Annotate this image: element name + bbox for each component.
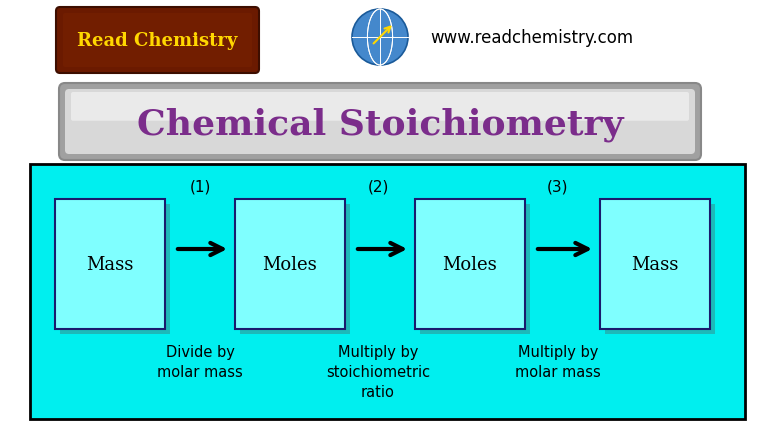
Text: (2): (2) bbox=[368, 180, 389, 194]
Bar bbox=[420, 205, 530, 334]
Bar bbox=[60, 205, 170, 334]
Text: Moles: Moles bbox=[443, 255, 498, 273]
Bar bbox=[30, 165, 745, 419]
Bar bbox=[600, 200, 710, 329]
FancyBboxPatch shape bbox=[59, 84, 701, 161]
FancyBboxPatch shape bbox=[65, 90, 695, 155]
FancyBboxPatch shape bbox=[63, 14, 252, 68]
Text: Read Chemistry: Read Chemistry bbox=[77, 32, 238, 50]
Bar bbox=[240, 205, 350, 334]
Bar bbox=[235, 200, 345, 329]
Text: Mass: Mass bbox=[632, 255, 679, 273]
Text: www.readchemistry.com: www.readchemistry.com bbox=[430, 29, 633, 47]
Text: Chemical Stoichiometry: Chemical Stoichiometry bbox=[137, 107, 623, 141]
Text: Multiply by
molar mass: Multiply by molar mass bbox=[515, 344, 601, 379]
FancyBboxPatch shape bbox=[71, 93, 689, 121]
FancyBboxPatch shape bbox=[56, 8, 259, 74]
Text: Divide by
molar mass: Divide by molar mass bbox=[157, 344, 243, 379]
Bar bbox=[605, 205, 715, 334]
Text: Multiply by
stoichiometric
ratio: Multiply by stoichiometric ratio bbox=[326, 344, 430, 399]
Text: (1): (1) bbox=[190, 180, 211, 194]
Text: (3): (3) bbox=[547, 180, 569, 194]
Bar bbox=[415, 200, 525, 329]
Text: Moles: Moles bbox=[262, 255, 317, 273]
Text: Mass: Mass bbox=[87, 255, 134, 273]
Circle shape bbox=[352, 10, 408, 66]
Bar bbox=[55, 200, 165, 329]
